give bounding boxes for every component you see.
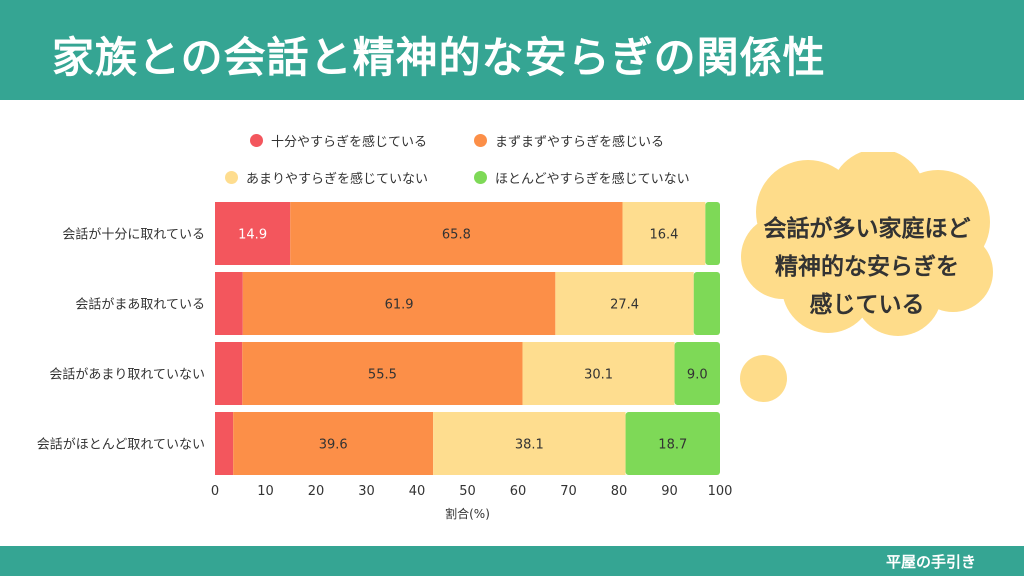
bar-segment <box>625 412 720 475</box>
callout-line-2: 精神的な安らぎを <box>775 254 959 280</box>
bar-segment <box>242 342 523 405</box>
legend-dot-2 <box>474 134 487 147</box>
bar-segment <box>215 342 243 405</box>
data-label: 61.9 <box>385 298 414 313</box>
legend-item-3: あまりやすらぎを感じていない <box>225 168 428 187</box>
bar-segment <box>705 202 720 265</box>
x-tick-label: 10 <box>257 484 274 499</box>
legend-label-1: 十分やすらぎを感じている <box>271 135 428 150</box>
data-label: 30.1 <box>584 368 613 383</box>
x-tick-label: 40 <box>409 484 426 499</box>
bar-segment <box>290 202 623 265</box>
bar-segment <box>555 272 694 335</box>
bar-segment <box>242 272 556 335</box>
data-label: 55.5 <box>368 368 397 383</box>
page-title: 家族との会話と精神的な安らぎの関係性 <box>52 33 826 82</box>
x-tick-label: 30 <box>358 484 375 499</box>
category-label: 会話があまり取れていない <box>49 367 205 383</box>
bar-segment <box>215 272 243 335</box>
data-label: 16.4 <box>649 228 678 243</box>
x-tick-label: 60 <box>510 484 527 499</box>
x-tick-label: 90 <box>661 484 678 499</box>
legend-dot-1 <box>250 134 263 147</box>
x-axis-label: 割合(%) <box>445 506 490 521</box>
data-label: 39.6 <box>319 438 348 453</box>
callout-text: 会話が多い家庭ほど 精神的な安らぎを 感じている <box>738 210 996 324</box>
bar-segment <box>622 202 706 265</box>
footer-brand: 平屋の手引き <box>885 553 976 571</box>
bar-segment <box>215 202 291 265</box>
header-bar: 家族との会話と精神的な安らぎの関係性 <box>0 0 1024 100</box>
x-tick-label: 50 <box>459 484 476 499</box>
bar-segment <box>433 412 626 475</box>
callout-line-3: 感じている <box>809 292 925 318</box>
category-label: 会話が十分に取れている <box>62 227 205 243</box>
data-label: 27.4 <box>610 298 639 313</box>
x-tick-label: 80 <box>611 484 628 499</box>
legend-item-2: まずまずやすらぎを感じいる <box>474 131 664 150</box>
thought-bubble-small <box>740 355 787 402</box>
data-label: 38.1 <box>515 438 544 453</box>
x-tick-label: 70 <box>560 484 577 499</box>
bar-segment <box>233 412 434 475</box>
legend-label-2: まずまずやすらぎを感じいる <box>495 135 665 150</box>
bar-segment <box>693 272 720 335</box>
category-label: 会話がまあ取れている <box>75 297 205 313</box>
x-tick-label: 20 <box>308 484 325 499</box>
legend-label-4: ほとんどやすらぎを感じていない <box>495 172 690 187</box>
legend-dot-4 <box>474 171 487 184</box>
legend-item-1: 十分やすらぎを感じている <box>250 131 427 150</box>
bar-segment <box>215 412 234 475</box>
data-label: 65.8 <box>442 228 471 243</box>
legend-label-3: あまりやすらぎを感じていない <box>246 172 429 187</box>
data-label: 18.7 <box>658 438 687 453</box>
thought-bubble <box>741 152 993 336</box>
bar-segment <box>522 342 675 405</box>
x-tick-label: 0 <box>211 484 219 499</box>
category-label: 会話がほとんど取れていない <box>37 437 205 453</box>
footer-bar: 平屋の手引き <box>0 546 1024 576</box>
legend-item-4: ほとんどやすらぎを感じていない <box>474 168 690 187</box>
bar-segment <box>674 342 720 405</box>
callout-line-1: 会話が多い家庭ほど <box>763 216 971 242</box>
data-label: 9.0 <box>687 368 708 383</box>
legend-dot-3 <box>225 171 238 184</box>
x-tick-label: 100 <box>708 484 733 499</box>
data-label: 14.9 <box>238 228 267 243</box>
